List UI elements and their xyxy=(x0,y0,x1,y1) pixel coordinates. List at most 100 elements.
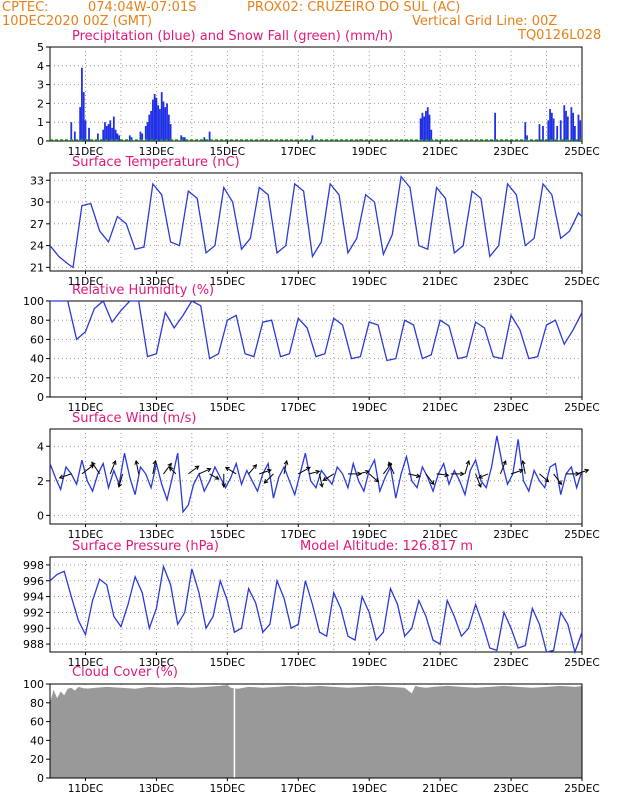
precip-xtick-label: 21DEC xyxy=(422,146,457,158)
wind-vector xyxy=(520,459,526,475)
wind-arrow-head xyxy=(152,459,158,465)
wind-arrow-head xyxy=(221,483,227,488)
wind-arrow-head xyxy=(112,459,117,465)
wind-arrow-shaft xyxy=(499,460,507,475)
cloud-panel: 0 20 40 60 80 100 11DEC 13DEC 15DEC 17DEC 19DEC 21D… xyxy=(23,678,600,795)
wind-vector xyxy=(436,472,450,478)
wind-arrow-head xyxy=(374,477,380,483)
wind-vector xyxy=(224,466,237,475)
rh-ytick-label: 40 xyxy=(30,353,44,366)
precip-xtick-label: 19DEC xyxy=(351,146,386,158)
wind-arrow-shaft xyxy=(408,473,421,477)
wind-arrow-shaft xyxy=(263,473,274,484)
pres-ytick-label: 988 xyxy=(23,638,44,651)
pres-series-line xyxy=(49,564,583,655)
precip-bar xyxy=(139,131,142,141)
wind-vector xyxy=(510,468,524,475)
wind-arrow-head xyxy=(429,480,435,486)
pres-ytick-label: 998 xyxy=(23,559,44,572)
cloud-xtick-label: 17DEC xyxy=(281,783,316,795)
wind-arrow-shaft xyxy=(425,473,435,485)
rh-xtick-label: 19DEC xyxy=(351,402,386,414)
precip-xtick-label: 25DEC xyxy=(564,146,599,158)
rh-xtick-label: 13DEC xyxy=(139,402,174,414)
precip-ytick-label: 0 xyxy=(37,135,44,148)
wind-arrow-head xyxy=(319,482,324,488)
wind-arrow-head xyxy=(305,466,311,472)
precip-xtick-label: 23DEC xyxy=(493,146,528,158)
precip-ytick-label: 2 xyxy=(37,97,44,110)
rh-xtick-label: 17DEC xyxy=(281,402,316,414)
wind-arrow-shaft xyxy=(109,460,116,475)
wind-arrow-shaft xyxy=(248,464,257,475)
precip-bar xyxy=(572,112,575,141)
pres-ytick-label: 994 xyxy=(23,591,44,604)
precip-bar xyxy=(524,122,527,141)
wind-arrow-head xyxy=(477,474,483,479)
wind-xtick-label: 17DEC xyxy=(281,529,316,541)
wind-arrow-head xyxy=(388,461,393,467)
wind-arrow-shaft xyxy=(152,460,156,475)
temp-title: Surface Temperature (nC) xyxy=(72,155,240,170)
precip-bar xyxy=(112,116,115,141)
wind-arrow-shaft xyxy=(478,473,489,479)
wind-arrow-shaft xyxy=(135,460,140,475)
wind-arrow-shaft xyxy=(553,473,562,485)
wind-arrow-head xyxy=(364,469,370,475)
precip-bar xyxy=(160,92,163,141)
temp-series-line xyxy=(49,175,583,269)
precip-bar xyxy=(70,122,73,141)
wind-vector xyxy=(408,473,421,479)
wind-arrow-shaft xyxy=(298,466,311,475)
precip-bar xyxy=(107,124,110,141)
wind-arrow-head xyxy=(584,468,590,474)
precip-bar xyxy=(542,125,544,141)
wind-arrow-shaft xyxy=(91,461,101,475)
pres-xtick-label: 15DEC xyxy=(210,657,245,669)
precip-bar xyxy=(128,135,131,141)
wind-vector xyxy=(263,473,274,484)
station-label: PROX02: CRUZEIRO DO SUL (AC) xyxy=(247,0,461,15)
precip-bar xyxy=(150,110,152,141)
precip-bar xyxy=(579,120,582,141)
wind-arrow-shaft xyxy=(368,473,379,483)
pres-xtick-label: 19DEC xyxy=(351,657,386,669)
precip-bar xyxy=(155,97,158,141)
precip-xtick-label: 17DEC xyxy=(281,146,316,158)
wind-arrow-head xyxy=(520,459,526,465)
temp-panel: 21 24 27 30 33 11DEC 13DEC 15DEC 17DEC 19DEC 21DEC… xyxy=(30,172,600,288)
pres-xtick-label: 23DEC xyxy=(493,657,528,669)
wind-vector xyxy=(499,459,507,475)
rh-xtick-label: 15DEC xyxy=(210,402,245,414)
temp-frame xyxy=(49,172,583,272)
precip-bar xyxy=(421,112,424,141)
rh-title: Relative Humidity (%) xyxy=(72,283,215,298)
cloud-xtick-label: 13DEC xyxy=(139,783,174,795)
wind-arrow-head xyxy=(415,473,421,479)
precip-panel: 0 1 2 3 4 5 11DEC 13DEC 15DEC 17DEC 19DEC 21DEC 23DE… xyxy=(37,41,600,158)
precip-bar xyxy=(146,122,149,141)
wind-vector xyxy=(477,473,489,479)
precip-bar xyxy=(162,101,165,141)
wind-vector xyxy=(388,461,395,475)
precip-bar xyxy=(547,120,550,141)
precip-bar xyxy=(419,118,422,141)
wind-arrow-shaft xyxy=(319,473,323,488)
wind-arrow-head xyxy=(444,472,450,478)
wind-arrow-shaft xyxy=(59,473,72,479)
wind-xtick-label: 13DEC xyxy=(139,529,174,541)
wind-vector xyxy=(109,459,117,475)
wind-arrow-head xyxy=(518,468,524,474)
precip-bar xyxy=(167,114,170,141)
precip-bar xyxy=(151,99,154,141)
wind-vector xyxy=(152,459,158,475)
precip-bar xyxy=(563,105,566,141)
wind-arrow-head xyxy=(465,459,471,465)
wind-xtick-label: 19DEC xyxy=(351,529,386,541)
temp-ytick-label: 33 xyxy=(30,174,44,187)
wind-arrow-shaft xyxy=(510,469,523,475)
wind-panel: 0 2 4 11DEC 13DEC 15DEC 17DEC 19DEC 21DEC 23DEC 25… xyxy=(37,428,600,541)
precip-ytick-label: 5 xyxy=(37,41,44,54)
precip-bar xyxy=(159,109,161,141)
wind-vector xyxy=(117,473,124,488)
